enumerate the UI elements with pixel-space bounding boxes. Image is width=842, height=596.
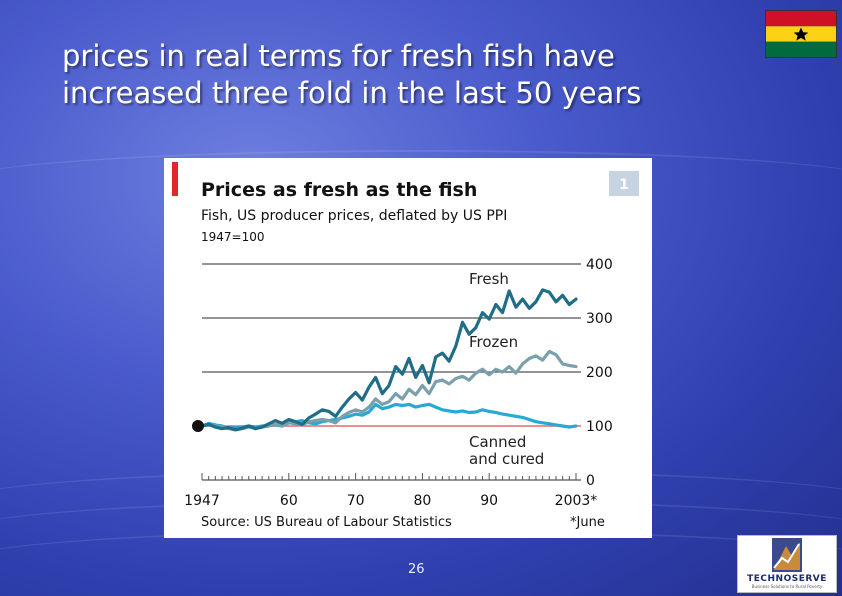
series-lines — [192, 288, 578, 432]
y-tick-label: 0 — [586, 473, 595, 489]
y-tick-label: 100 — [586, 419, 613, 435]
y-axis-tick-labels: 0 100 200 300 400 — [586, 257, 613, 489]
logo-name: TECHNOSERVE — [747, 574, 827, 584]
series-label: Canned and cured — [469, 433, 544, 468]
chart-source: Source: US Bureau of Labour Statistics — [201, 515, 452, 530]
y-tick-label: 200 — [586, 365, 613, 381]
base-year-marker — [192, 420, 204, 432]
chart-number-badge — [609, 171, 639, 196]
series-label: Frozen — [469, 333, 518, 351]
background-wave — [0, 530, 842, 592]
x-axis: 1947 60 70 80 90 2003* — [184, 473, 597, 509]
gridlines — [202, 263, 581, 427]
slide-title: prices in real terms for fresh fish have… — [62, 39, 642, 110]
chart-svg: Prices as fresh as the fish Fish, US pro… — [172, 162, 639, 530]
chart-panel: Prices as fresh as the fish Fish, US pro… — [164, 158, 652, 538]
chart-index-note: 1947=100 — [201, 230, 265, 244]
x-tick-label: 80 — [413, 493, 431, 509]
accent-bar — [172, 162, 178, 196]
ghana-flag-icon — [765, 10, 837, 58]
x-tick-label: 90 — [480, 493, 498, 509]
series-labels: Fresh Frozen Canned and cured — [469, 270, 544, 468]
page-number: 26 — [408, 562, 425, 577]
logo-tagline: Business Solutions to Rural Poverty — [751, 584, 823, 589]
x-tick-label: 1947 — [184, 493, 220, 509]
series-label: Fresh — [469, 270, 509, 288]
technoserve-logo: TECHNOSERVE Business Solutions to Rural … — [737, 535, 837, 593]
series-line-fresh — [200, 288, 578, 432]
chart-title: Prices as fresh as the fish — [201, 179, 477, 201]
y-tick-label: 300 — [586, 311, 613, 327]
chart-footnote: *June — [570, 515, 605, 530]
logo-mark-icon — [772, 538, 802, 572]
x-tick-label: 70 — [347, 493, 365, 509]
chart-number-badge-label: 1 — [619, 177, 629, 193]
x-tick-label: 60 — [280, 493, 298, 509]
background-wave — [0, 150, 842, 212]
y-tick-label: 400 — [586, 257, 613, 273]
x-tick-label: 2003* — [555, 493, 598, 509]
chart-subtitle: Fish, US producer prices, deflated by US… — [201, 208, 507, 224]
series-line-canned-and-cured — [200, 402, 578, 430]
